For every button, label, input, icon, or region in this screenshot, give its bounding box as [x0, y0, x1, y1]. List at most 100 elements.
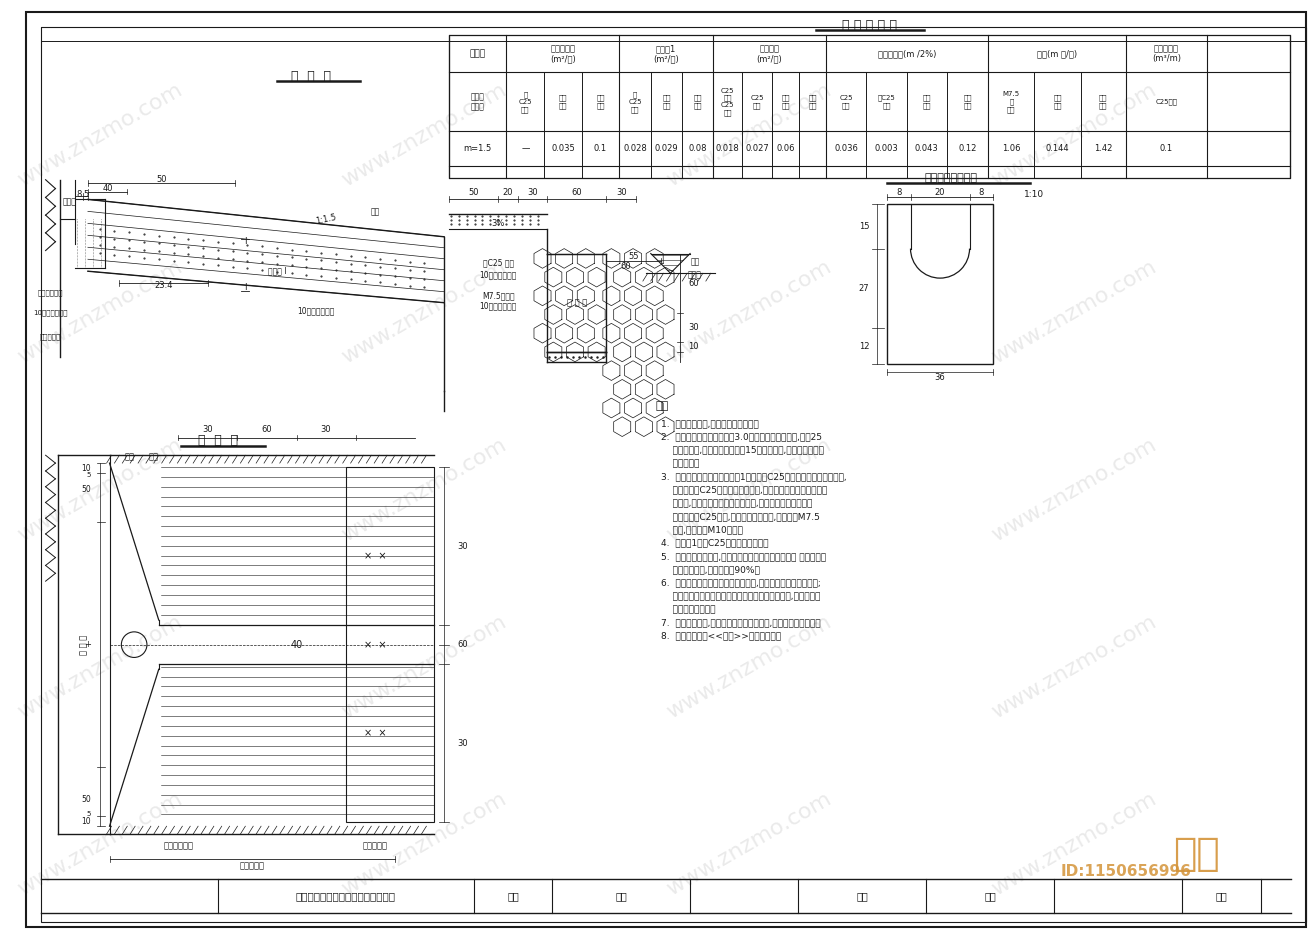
Text: ×  ×: × ×	[364, 639, 387, 650]
Bar	[41, 27, 1306, 41]
Text: 路基路面排水工程设计图（四）设计: 路基路面排水工程设计图（四）设计	[296, 891, 396, 901]
Text: 60: 60	[620, 262, 631, 270]
Text: 6.  边沟道进水口与护坡结构处理材料,保持护坡多层混凝固强度;: 6. 边沟道进水口与护坡结构处理材料,保持护坡多层混凝固强度;	[661, 578, 821, 588]
Text: 50: 50	[468, 188, 479, 197]
Text: 件连接,边沟道进水口处粗粒料材料,粗集料材料与出水口构: 件连接,边沟道进水口处粗粒料材料,粗集料材料与出水口构	[661, 499, 812, 508]
Text: 米设置一道,填挖边沟斜面每隔15米设置一道,回填或夯填密路: 米设置一道,填挖边沟斜面每隔15米设置一道,回填或夯填密路	[661, 446, 823, 454]
Text: ID:1150656996: ID:1150656996	[1061, 864, 1192, 879]
Text: 砼
C25
混土: 砼 C25 混土	[519, 91, 532, 113]
Text: 道路护坡桩: 道路护坡桩	[39, 334, 62, 341]
Text: 15: 15	[859, 222, 869, 231]
Text: 砼C25
混土: 砼C25 混土	[877, 95, 895, 109]
Text: 10厘米碎砾管路: 10厘米碎砾管路	[480, 301, 517, 310]
Text: www.znzmo.com: www.znzmo.com	[338, 789, 510, 900]
Text: 流速(m 年/道): 流速(m 年/道)	[1037, 49, 1078, 58]
Text: 10厘米碎砾基层: 10厘米碎砾基层	[298, 306, 334, 316]
Text: www.znzmo.com: www.znzmo.com	[14, 789, 186, 900]
Text: 36: 36	[935, 373, 945, 382]
Text: 10厘米碎砾垫层: 10厘米碎砾垫层	[33, 309, 68, 316]
Text: 少量
使量: 少量 使量	[781, 95, 789, 109]
Text: 异型件 I: 异型件 I	[267, 267, 286, 276]
Text: 60: 60	[688, 279, 699, 287]
Text: 5: 5	[84, 190, 89, 199]
Text: 日期: 日期	[1215, 891, 1227, 901]
Bar	[450, 35, 1290, 177]
Text: 8.  水泥要置量查<<国标>>标准执行图。: 8. 水泥要置量查<<国标>>标准执行图。	[661, 632, 781, 640]
Text: 少量
使量: 少量 使量	[923, 95, 931, 109]
Text: 碎 面 层: 碎 面 层	[80, 635, 88, 654]
Text: 3%: 3%	[492, 220, 505, 228]
Text: www.znzmo.com: www.znzmo.com	[338, 611, 510, 722]
Text: www.znzmo.com: www.znzmo.com	[988, 80, 1160, 191]
Text: 月量
上方: 月量 上方	[1099, 95, 1108, 109]
Text: 60: 60	[572, 188, 582, 197]
Text: 8: 8	[895, 188, 902, 197]
Text: 10厘米碎砾基层: 10厘米碎砾基层	[480, 270, 517, 280]
Text: 流流道管材料: 流流道管材料	[164, 841, 194, 851]
Text: 集水槽进水口: 集水槽进水口	[38, 289, 63, 296]
Text: 复核: 复核	[507, 891, 519, 901]
Text: 出水口断份(m /2%): 出水口断份(m /2%)	[878, 49, 936, 58]
Text: M7.5
浆
砂石: M7.5 浆 砂石	[1003, 91, 1020, 113]
Bar	[346, 467, 434, 823]
Text: 月量
上方: 月量 上方	[809, 95, 817, 109]
Text: 上路线: 上路线	[688, 270, 701, 280]
Text: 30: 30	[458, 542, 468, 550]
Text: www.znzmo.com: www.znzmo.com	[663, 789, 835, 900]
Text: 8: 8	[76, 190, 81, 199]
Text: 审核: 审核	[856, 891, 868, 901]
Text: 30: 30	[527, 188, 538, 197]
Text: 注：: 注：	[656, 401, 669, 411]
Text: 0.1: 0.1	[594, 145, 607, 153]
Text: 0.144: 0.144	[1046, 145, 1070, 153]
Text: ×  ×: × ×	[364, 729, 387, 738]
Text: 0.036: 0.036	[834, 145, 857, 153]
Text: 少量
使量: 少量 使量	[662, 95, 671, 109]
Text: 12: 12	[859, 342, 869, 350]
Text: www.znzmo.com: www.znzmo.com	[14, 257, 186, 368]
Text: 纵  断  面: 纵 断 面	[291, 69, 332, 83]
Text: 月量
上方: 月量 上方	[597, 95, 604, 109]
Text: 0.035: 0.035	[552, 145, 576, 153]
Text: 肩道边沟。: 肩道边沟。	[661, 459, 699, 469]
Text: 30: 30	[321, 425, 332, 434]
Text: 27: 27	[859, 284, 869, 293]
Text: 初审: 初审	[615, 891, 627, 901]
Text: 导渠断1
(m²/道): 导渠断1 (m²/道)	[653, 44, 679, 64]
Text: 40: 40	[290, 639, 303, 650]
Text: M7.5混凝浆: M7.5混凝浆	[482, 291, 514, 300]
Text: www.znzmo.com: www.znzmo.com	[663, 435, 835, 545]
Text: I: I	[244, 238, 246, 246]
Text: 50: 50	[81, 485, 90, 494]
Text: 图号: 图号	[985, 891, 996, 901]
Text: 少量
使量: 少量 使量	[1053, 95, 1062, 109]
Text: 集槽: 集槽	[125, 453, 134, 462]
Text: 50: 50	[156, 176, 166, 184]
Text: 1:1.5: 1:1.5	[315, 212, 337, 225]
Text: 4.  异型件1采用C25砼预铸混凝成品。: 4. 异型件1采用C25砼预铸混凝成品。	[661, 539, 768, 547]
Text: 坡脚: 坡脚	[691, 257, 700, 266]
Text: www.znzmo.com: www.znzmo.com	[663, 80, 835, 191]
Text: 60: 60	[262, 425, 273, 434]
Text: 60: 60	[458, 640, 468, 649]
Text: 砼
C25
混土: 砼 C25 混土	[628, 91, 642, 113]
Text: 5: 5	[87, 811, 90, 817]
Text: 坡脚: 坡脚	[371, 208, 380, 217]
Text: 路肩集水槽大样图: 路肩集水槽大样图	[924, 173, 978, 183]
Text: 少量
使量: 少量 使量	[558, 95, 568, 109]
Text: 55: 55	[628, 252, 638, 261]
Text: 收坡目: 收坡目	[63, 198, 76, 207]
Text: www.znzmo.com: www.znzmo.com	[14, 435, 186, 545]
Text: 钢筋结构施工,实实度达到90%。: 钢筋结构施工,实实度达到90%。	[661, 565, 759, 575]
Text: 灌 水 板: 灌 水 板	[566, 299, 587, 307]
Text: m=1.5: m=1.5	[463, 145, 492, 153]
Text: 件采用采用C25砼覆,其余各构件均采用,砂浆采用M7.5: 件采用采用C25砼覆,其余各构件均采用,砂浆采用M7.5	[661, 513, 819, 521]
Text: 8: 8	[979, 188, 985, 197]
Text: www.znzmo.com: www.znzmo.com	[988, 611, 1160, 722]
Text: 30: 30	[458, 739, 468, 747]
Text: 1:10: 1:10	[1024, 190, 1045, 199]
Text: 回收边沟道线长不平衡采取钢筋延无法进边实空固,填质模长度: 回收边沟道线长不平衡采取钢筋延无法进边实空固,填质模长度	[661, 592, 819, 601]
Text: 0.043: 0.043	[915, 145, 939, 153]
Text: 集水槽采用C25砼砌筑混凝土基础,进水口处钢筋细、差与异型: 集水槽采用C25砼砌筑混凝土基础,进水口处钢筋细、差与异型	[661, 485, 827, 495]
Text: 40: 40	[102, 184, 113, 193]
